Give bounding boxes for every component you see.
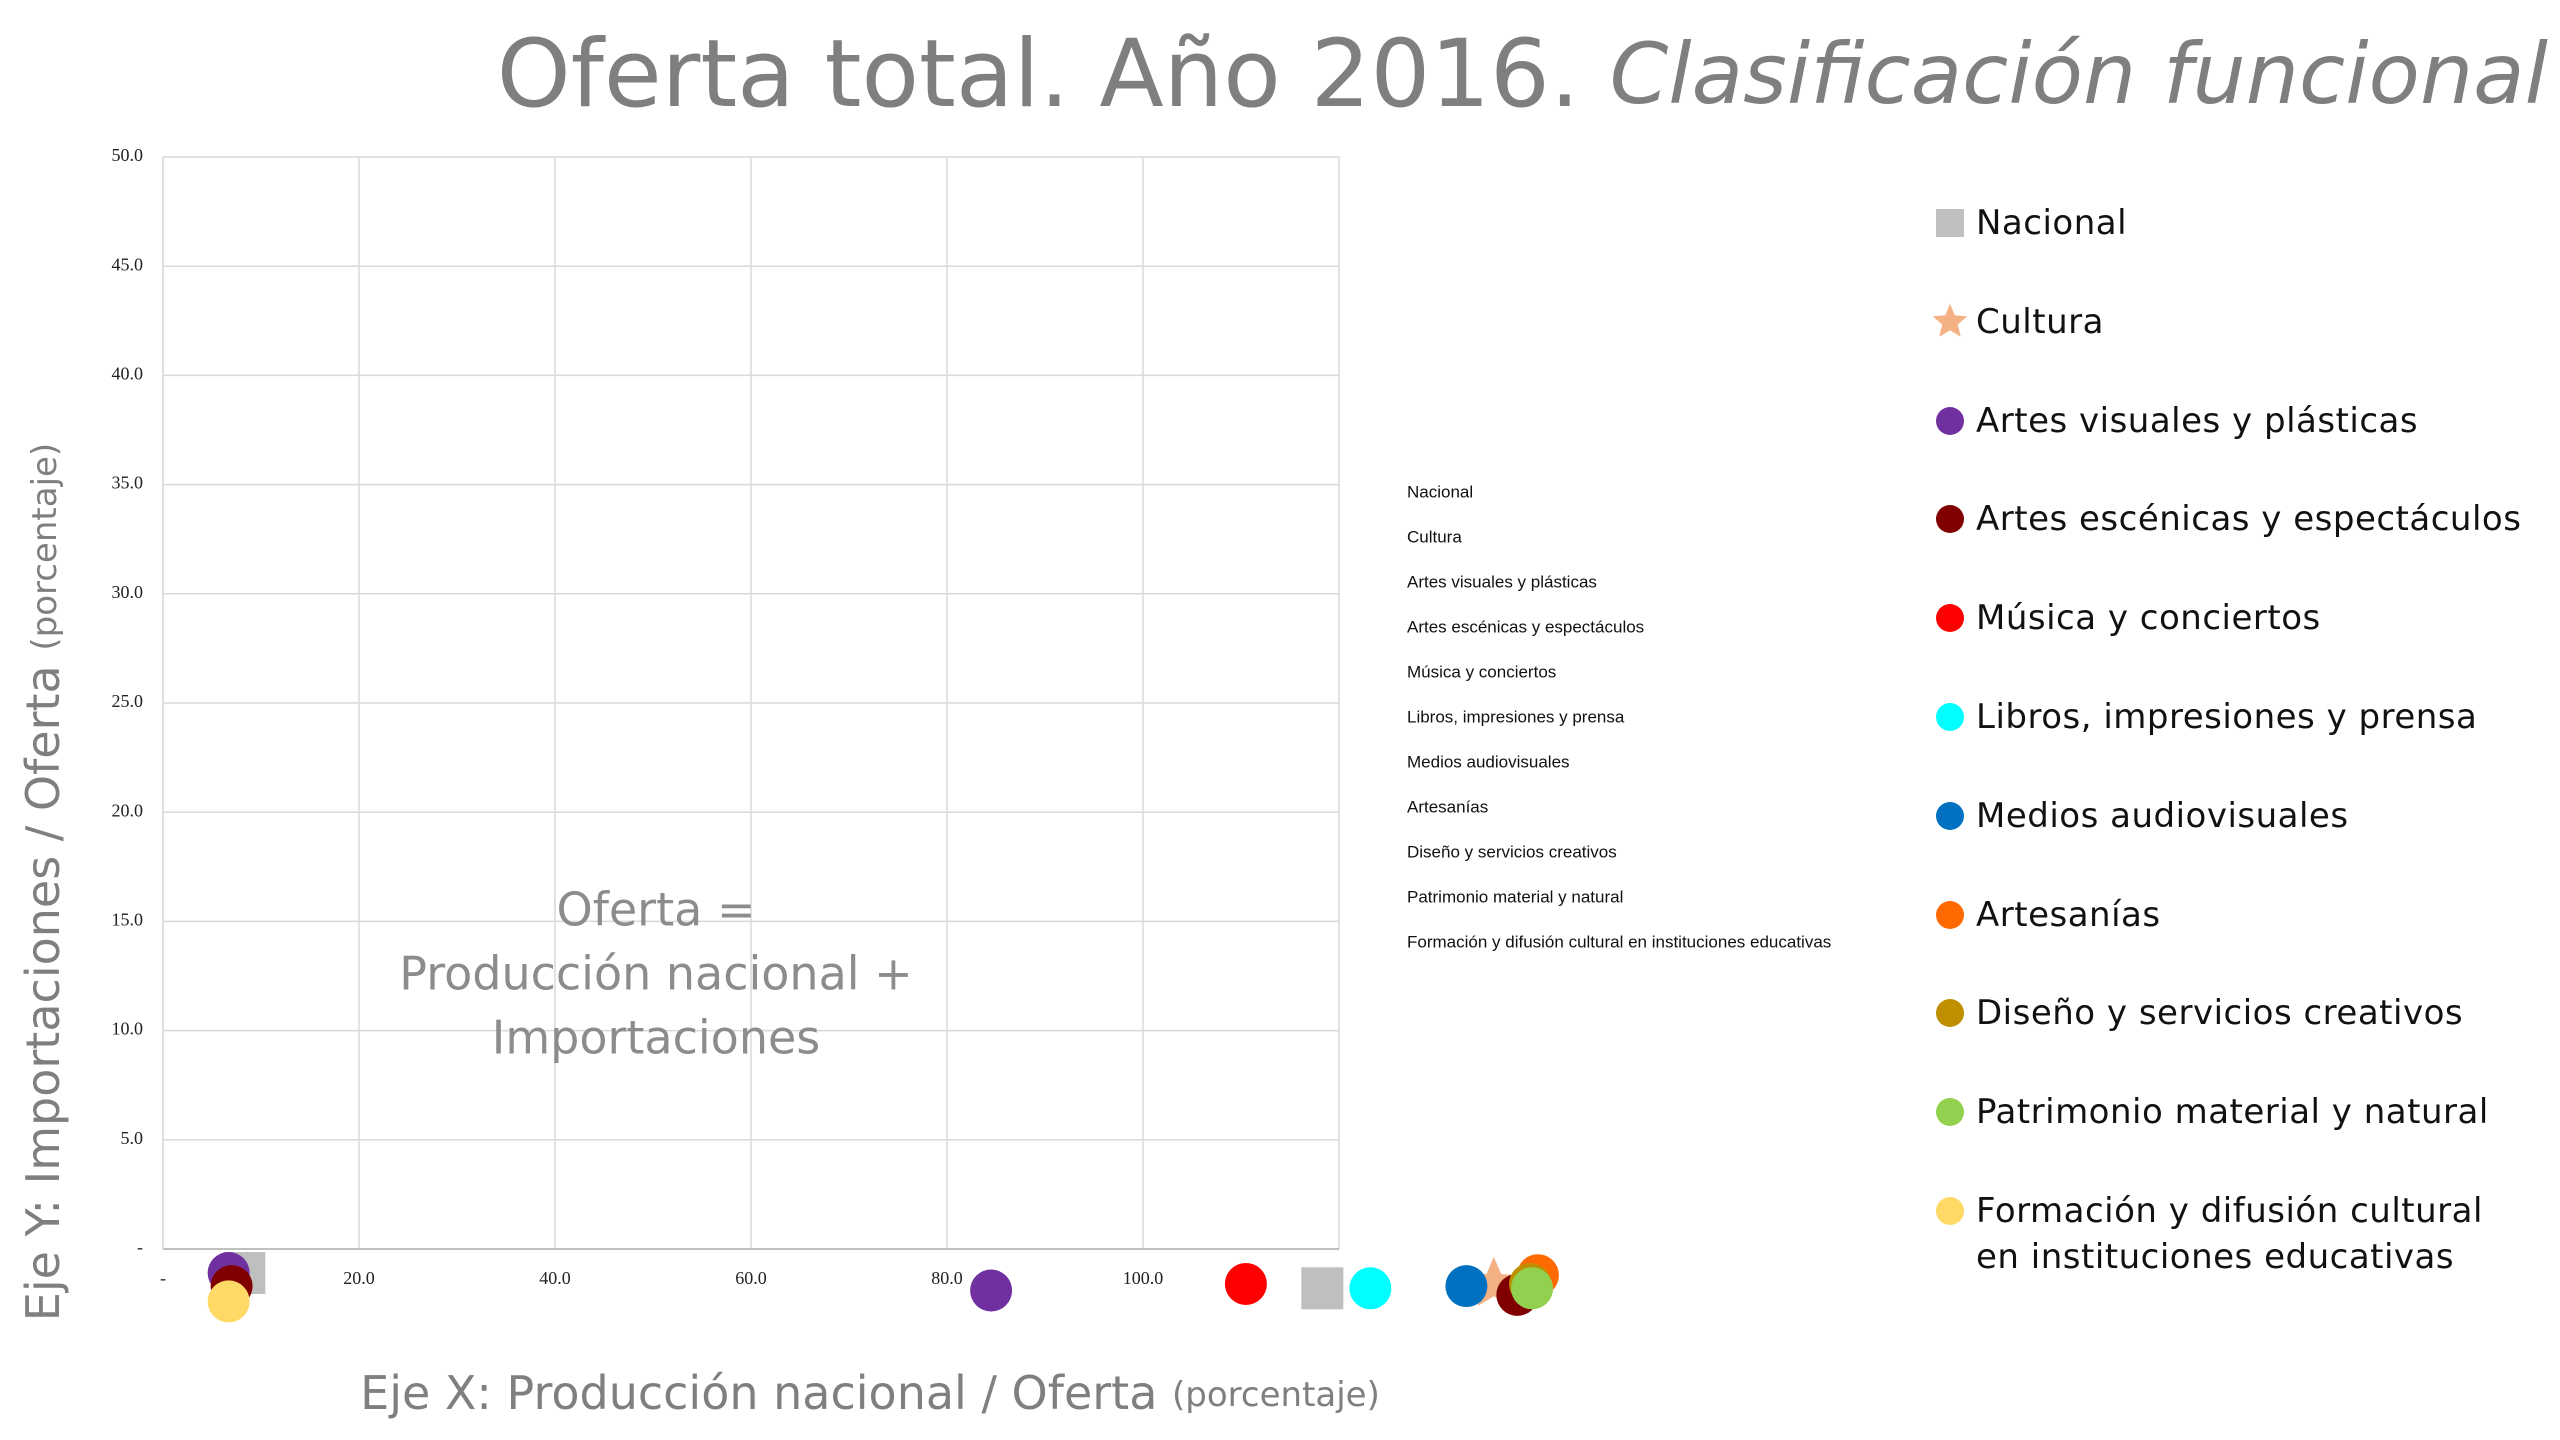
point xyxy=(1445,1265,1488,1308)
chart-title: Oferta total. Año 2016. Clasificación fu… xyxy=(497,20,2548,129)
annotation: Oferta = xyxy=(556,883,755,937)
legend-swatch xyxy=(1936,406,1964,435)
small-legend-label: Artes visuales y plásticas xyxy=(1407,572,1597,591)
legend-item: Nacional xyxy=(1930,200,2127,246)
y-label-unit: (porcentaje) xyxy=(25,443,65,651)
legend-label: Cultura xyxy=(1976,301,2104,342)
small-legend-label: Patrimonio material y natural xyxy=(1407,887,1623,906)
point xyxy=(1224,1262,1267,1305)
y-tick-label: 40.0 xyxy=(112,364,144,384)
x-label-unit: (porcentaje) xyxy=(1172,1375,1380,1415)
point xyxy=(1301,1267,1344,1310)
x-tick-label: - xyxy=(160,1268,166,1288)
point xyxy=(970,1269,1013,1312)
legend-item: Cultura xyxy=(1930,299,2104,345)
legend-item: Música y conciertos xyxy=(1930,595,2321,641)
small-legend-label: Diseño y servicios creativos xyxy=(1407,842,1617,861)
legend-swatch xyxy=(1936,900,1964,929)
legend-swatch xyxy=(1936,801,1964,830)
legend-swatch xyxy=(1936,505,1964,534)
legend-item: Patrimonio material y natural xyxy=(1930,1089,2489,1135)
legend-marker xyxy=(1936,505,1964,534)
x-tick-label: 100.0 xyxy=(1123,1268,1164,1288)
legend-marker xyxy=(1936,900,1964,929)
x-tick-label: 20.0 xyxy=(343,1268,375,1288)
y-label: Eje Y: Importaciones / Oferta xyxy=(16,665,70,1321)
point xyxy=(1511,1267,1554,1310)
legend-label: Patrimonio material y natural xyxy=(1976,1092,2489,1133)
y-tick-label: 5.0 xyxy=(121,1128,144,1148)
y-tick-label: - xyxy=(137,1237,143,1257)
y-tick-label: 20.0 xyxy=(112,800,144,820)
annotation: Importaciones xyxy=(492,1011,821,1065)
annotation: Producción nacional + xyxy=(399,947,912,1001)
legend-label: Nacional xyxy=(1976,203,2128,243)
legend-item: Medios audiovisuales xyxy=(1930,793,2349,839)
y-tick-label: 30.0 xyxy=(112,582,144,602)
small-legend-label: Artesanías xyxy=(1407,797,1488,816)
x-label: Eje X: Producción nacional / Oferta xyxy=(360,1366,1157,1420)
legend-label: Medios audiovisuales xyxy=(1976,795,2349,836)
legend-item: Diseño y servicios creativos xyxy=(1930,990,2463,1036)
subtitle: Clasificación funcional xyxy=(1610,25,2548,123)
x-tick-label: 80.0 xyxy=(931,1268,963,1288)
y-tick-label: 35.0 xyxy=(112,473,144,493)
x-axis-label: Eje X: Producción nacional / Oferta (por… xyxy=(360,1366,1380,1420)
legend-marker xyxy=(1936,1197,1964,1225)
legend-marker xyxy=(1936,209,1964,237)
legend-marker xyxy=(1936,801,1964,830)
legend-label: Música y conciertos xyxy=(1976,598,2321,639)
point xyxy=(1349,1267,1392,1310)
legend-swatch xyxy=(1936,999,1964,1028)
legend-label: Libros, impresiones y prensa xyxy=(1976,697,2478,737)
legend-item: Artes visuales y plásticas xyxy=(1930,398,2418,444)
x-tick-label: 40.0 xyxy=(539,1268,571,1288)
legend-swatch xyxy=(1932,303,1968,337)
title: Oferta total. Año 2016. xyxy=(497,20,1580,129)
legend-swatch xyxy=(1936,703,1964,731)
legend-swatch xyxy=(1936,1098,1964,1127)
legend-label: Artesanías xyxy=(1976,894,2161,935)
legend-marker xyxy=(1936,604,1964,633)
y-tick-label: 25.0 xyxy=(112,691,144,711)
small-legend-label: Artes escénicas y espectáculos xyxy=(1407,617,1644,636)
legend-swatch xyxy=(1936,1197,1964,1225)
legend-marker xyxy=(1936,999,1964,1028)
legend-swatch xyxy=(1936,604,1964,633)
legend-swatch xyxy=(1936,209,1964,237)
point xyxy=(207,1280,250,1323)
y-tick-label: 15.0 xyxy=(112,910,144,930)
y-tick-label: 50.0 xyxy=(112,145,144,165)
y-axis-label: Eje Y: Importaciones / Oferta (porcentaj… xyxy=(16,443,70,1321)
legend-item: Formación y difusión cultural en institu… xyxy=(1930,1188,2536,1280)
legend-label: Formación y difusión cultural en institu… xyxy=(1976,1191,2483,1277)
small-legend-label: Nacional xyxy=(1407,482,1473,501)
y-tick-label: 10.0 xyxy=(112,1019,144,1039)
small-legend-label: Cultura xyxy=(1407,527,1462,546)
small-legend-label: Formación y difusión cultural en institu… xyxy=(1407,932,1831,951)
small-legend-label: Medios audiovisuales xyxy=(1407,752,1570,771)
legend-marker xyxy=(1936,703,1964,731)
legend-marker xyxy=(1936,406,1964,435)
small-legend-label: Música y conciertos xyxy=(1407,662,1556,681)
legend-marker xyxy=(1932,303,1968,337)
small-legend-label: Libros, impresiones y prensa xyxy=(1407,707,1625,726)
legend-label: Artes escénicas y espectáculos xyxy=(1976,499,2522,540)
legend-item: Libros, impresiones y prensa xyxy=(1930,694,2477,740)
y-tick-label: 45.0 xyxy=(112,254,144,274)
legend-label: Artes visuales y plásticas xyxy=(1976,400,2419,441)
x-tick-label: 60.0 xyxy=(735,1268,767,1288)
legend-item: Artes escénicas y espectáculos xyxy=(1930,496,2521,542)
legend-marker xyxy=(1936,1098,1964,1127)
legend-label: Diseño y servicios creativos xyxy=(1976,993,2464,1034)
legend-item: Artesanías xyxy=(1930,892,2161,938)
